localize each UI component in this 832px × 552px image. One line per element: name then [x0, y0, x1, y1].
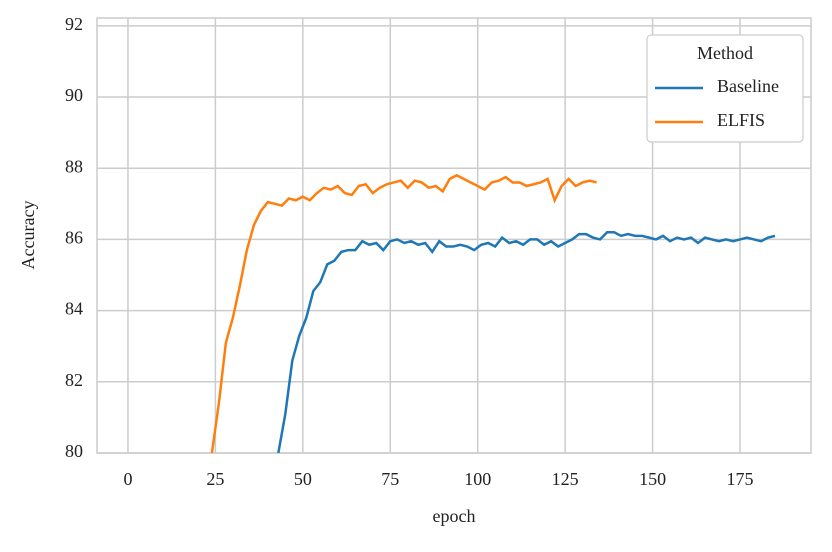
x-tick-label: 0 — [123, 469, 132, 489]
x-tick-label: 75 — [381, 469, 399, 489]
x-tick-label: 25 — [206, 469, 224, 489]
x-tick-label: 50 — [294, 469, 312, 489]
legend-box — [646, 34, 804, 143]
x-tick-label: 100 — [464, 469, 491, 489]
y-tick-label: 86 — [65, 228, 83, 248]
legend-label: ELFIS — [717, 110, 765, 130]
plot-lines — [210, 173, 776, 453]
x-axis-label: epoch — [433, 506, 476, 526]
x-tick-label: 175 — [727, 469, 754, 489]
y-tick-label: 82 — [65, 370, 83, 390]
y-tick-label: 88 — [65, 156, 83, 176]
x-tick-label: 125 — [552, 469, 579, 489]
series-line — [210, 173, 597, 453]
y-axis-label: Accuracy — [18, 201, 38, 270]
y-tick-label: 90 — [65, 85, 83, 105]
y-tick-label: 80 — [65, 441, 83, 461]
y-tick-label: 92 — [65, 14, 83, 34]
x-tick-label: 150 — [639, 469, 666, 489]
legend-label: Baseline — [717, 76, 779, 96]
y-tick-label: 84 — [65, 299, 83, 319]
legend-title: Method — [697, 43, 753, 63]
series-line — [277, 231, 776, 453]
